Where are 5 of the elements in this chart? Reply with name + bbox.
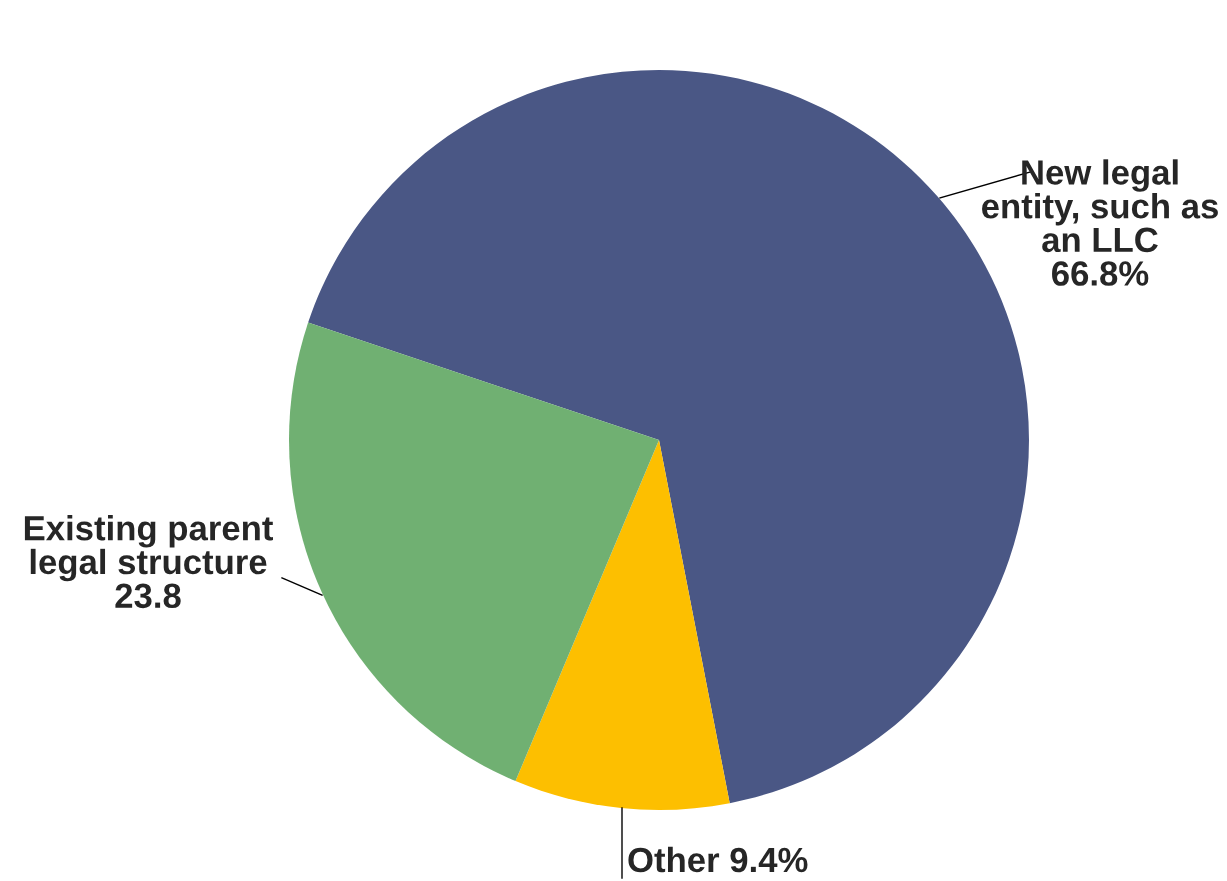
slice-label: Existing parent legal structure [24,515,273,582]
slice-label: New legal entity, such as an LLC [982,159,1218,253]
slice-label: Other 9.4% [628,846,808,873]
data-label: 66.8% [1052,261,1149,286]
data-label: 23.8 [115,583,181,609]
